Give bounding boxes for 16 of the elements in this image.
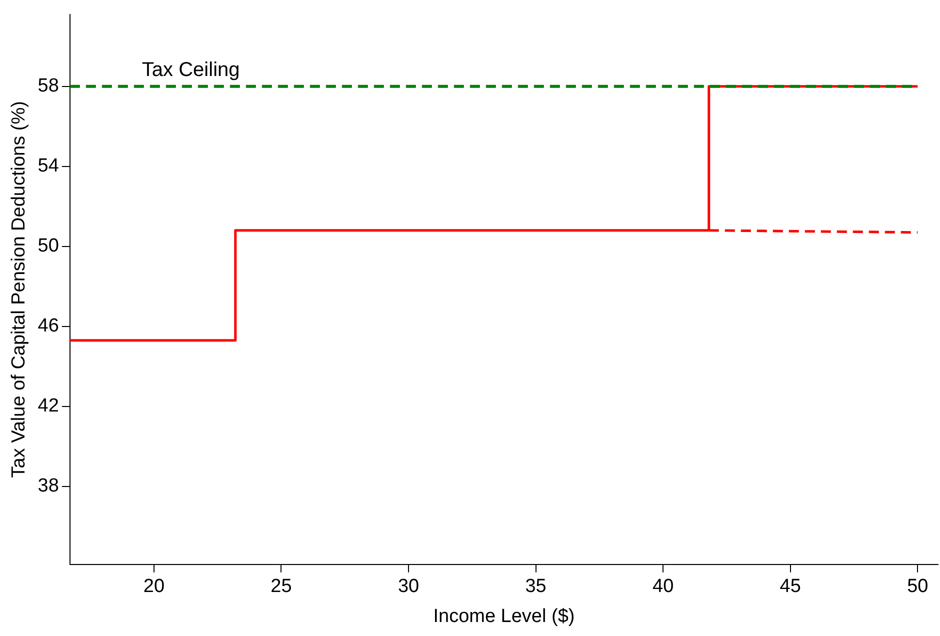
y-tick-label: 42 xyxy=(38,396,59,417)
x-tick-label: 45 xyxy=(780,576,801,598)
y-tick-label: 38 xyxy=(38,476,59,497)
y-axis-title: Tax Value of Capital Pension Deductions (%) xyxy=(8,101,30,478)
y-tick-label: 50 xyxy=(38,236,59,257)
y-tick-label: 54 xyxy=(38,156,60,177)
x-axis-title: Income Level ($) xyxy=(433,606,575,627)
x-tick-label: 40 xyxy=(652,576,674,598)
x-tick-label: 20 xyxy=(143,576,165,598)
x-tick-label: 50 xyxy=(907,576,928,598)
x-tick-label: 30 xyxy=(398,576,420,598)
y-tick-label: 46 xyxy=(38,316,59,337)
x-tick-label: 35 xyxy=(525,576,546,598)
ref-line-label: Tax Ceiling xyxy=(142,58,240,81)
x-tick-label: 25 xyxy=(270,576,292,598)
y-tick-label: 58 xyxy=(38,76,59,97)
